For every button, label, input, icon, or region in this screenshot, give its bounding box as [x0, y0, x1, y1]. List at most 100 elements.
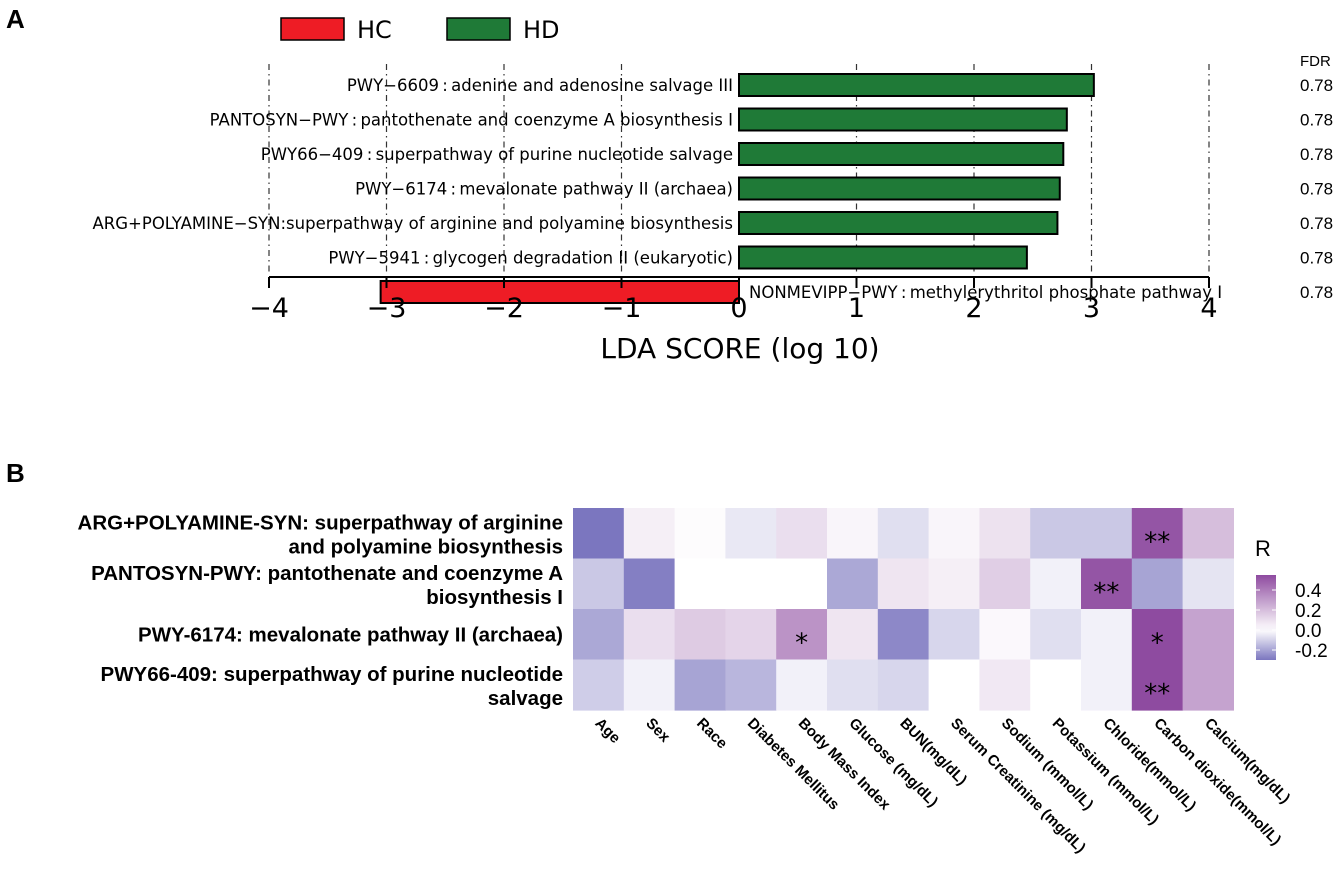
- row-label-1-1: biosynthesis I: [426, 586, 563, 609]
- heat-cell-0-3: [725, 508, 777, 560]
- row-label-0-0: ARG+POLYAMINE-SYN: superpathway of argin…: [78, 511, 563, 534]
- heat-cell-0-12: [1182, 508, 1234, 560]
- bar-0: [738, 73, 1095, 97]
- x-tick-label-0: −4: [249, 293, 289, 324]
- bar-label-5: PWY−5941 : glycogen degradation II (euka…: [328, 249, 733, 268]
- heat-cell-2-2: [674, 609, 726, 661]
- fdr-value-6: 0.78: [1300, 283, 1333, 302]
- x-tick-label-1: −3: [367, 293, 407, 324]
- x-tick-label-2: −2: [484, 293, 524, 324]
- heat-cell-1-2: [674, 558, 726, 610]
- heat-cell-2-10: [1081, 609, 1133, 661]
- column-label-0: Age: [592, 715, 624, 747]
- heat-cell-2-4: [776, 609, 828, 661]
- x-axis-title: LDA SCORE (log 10): [600, 332, 879, 365]
- heat-cell-0-5: [827, 508, 879, 560]
- bar-label-6: NONMEVIPP−PWY : methylerythritol phospha…: [749, 283, 1222, 302]
- column-label-4: Body Mass Index: [795, 715, 894, 814]
- significance-mark-3-11: **: [1144, 679, 1170, 709]
- bar-label-3: PWY−6174 : mevalonate pathway II (archae…: [355, 180, 733, 199]
- lda-bar-chart: HC HD PWY−6609 : adenine and adenosine sal…: [93, 16, 1334, 365]
- fdr-header: FDR: [1300, 53, 1331, 70]
- colorbar-tick-label-2: 0.0: [1295, 621, 1321, 642]
- heat-cell-2-6: [877, 609, 930, 661]
- heat-cell-3-5: [827, 659, 879, 711]
- heat-cell-2-12: [1182, 609, 1234, 661]
- column-label-10: Chloride(mmol/L): [1100, 715, 1200, 815]
- heat-cell-1-10: [1081, 558, 1133, 610]
- significance-mark-1-10: **: [1093, 578, 1119, 608]
- x-tick-label-5: 1: [848, 293, 865, 324]
- colorbar-tick-label-1: 0.2: [1295, 601, 1321, 622]
- bar-1: [738, 107, 1068, 132]
- colorbar-tick-label-3: -0.2: [1295, 641, 1328, 662]
- x-tick-label-6: 2: [965, 293, 982, 324]
- heat-cell-1-4: [776, 558, 828, 610]
- heat-cell-3-3: [725, 659, 777, 711]
- column-label-2: Race: [693, 715, 730, 752]
- heat-cell-3-4: [776, 659, 828, 711]
- bar-2: [738, 142, 1065, 166]
- heat-cell-0-0: [573, 508, 625, 560]
- heat-cell-1-1: [623, 558, 676, 610]
- heat-cell-1-0: [573, 558, 625, 610]
- bar-3: [738, 176, 1061, 201]
- panel-a-letter: A: [6, 4, 25, 34]
- fdr-value-1: 0.78: [1300, 111, 1333, 130]
- column-label-12: Calcium(mg/dL): [1201, 715, 1293, 807]
- heat-cell-3-11: [1131, 659, 1184, 711]
- correlation-heatmap: ***** ***ARG+POLYAMINE-SYN: superpathway …: [78, 508, 1328, 856]
- fdr-value-2: 0.78: [1300, 145, 1333, 164]
- row-label-3-1: salvage: [488, 687, 563, 710]
- heat-cell-2-1: [623, 609, 676, 661]
- colorbar-tick-label-0: 0.4: [1295, 581, 1322, 602]
- column-label-1: Sex: [642, 715, 673, 746]
- heat-cell-0-7: [928, 508, 980, 560]
- fdr-value-3: 0.78: [1300, 180, 1333, 199]
- heat-cell-1-9: [1030, 558, 1082, 610]
- heat-cell-0-1: [623, 508, 676, 560]
- heat-cell-1-5: [827, 558, 879, 610]
- heat-cell-2-3: [725, 609, 777, 661]
- significance-mark-0-11: **: [1144, 527, 1170, 557]
- heat-cell-1-8: [979, 558, 1031, 610]
- x-tick-label-4: 0: [730, 293, 747, 324]
- heat-cell-0-8: [979, 508, 1031, 560]
- heat-cell-3-1: [623, 659, 676, 711]
- heat-cell-3-8: [979, 659, 1031, 711]
- x-tick-label-7: 3: [1083, 293, 1100, 324]
- heat-cell-2-11: [1131, 609, 1184, 661]
- heat-cell-0-6: [877, 508, 930, 560]
- column-label-5: Glucose (mg/dL): [846, 715, 942, 811]
- heat-cell-0-2: [674, 508, 726, 560]
- colorbar: [1256, 575, 1276, 660]
- bar-label-2: PWY66−409 : superpathway of purine nucle…: [261, 145, 733, 164]
- significance-mark-2-11: *: [1151, 628, 1164, 658]
- heat-cell-3-7: [928, 659, 980, 711]
- heat-cell-0-9: [1030, 508, 1082, 560]
- heat-cell-3-12: [1182, 659, 1234, 711]
- significance-mark-2-4: *: [795, 628, 808, 658]
- bar-5: [738, 245, 1028, 270]
- row-label-2-0: PWY-6174: mevalonate pathway II (archaea…: [138, 623, 563, 646]
- fdr-value-0: 0.78: [1300, 76, 1333, 95]
- bar-4: [738, 211, 1059, 235]
- heat-cell-0-4: [776, 508, 828, 560]
- bar-label-4: ARG+POLYAMINE−SYN:superpathway of argini…: [93, 214, 734, 233]
- row-label-0-1: and polyamine biosynthesis: [288, 535, 563, 558]
- heat-cell-3-6: [877, 659, 930, 711]
- column-label-3: Diabetes Mellitus: [744, 715, 843, 814]
- heat-cell-2-7: [928, 609, 980, 661]
- heat-cell-3-2: [674, 659, 726, 711]
- heat-cell-3-10: [1081, 659, 1133, 711]
- heat-cell-3-0: [573, 659, 625, 711]
- colorbar-title: R: [1255, 536, 1271, 561]
- row-label-1-0: PANTOSYN-PWY: pantothenate and coenzyme …: [91, 562, 563, 585]
- column-label-8: Sodium (mmol/L): [998, 715, 1097, 814]
- legend-swatch-hc: [280, 17, 345, 41]
- row-label-3-0: PWY66-409: superpathway of purine nucleo…: [101, 663, 563, 686]
- heat-cell-2-0: [573, 609, 625, 661]
- heat-cell-3-9: [1030, 659, 1082, 711]
- legend-label-hc: HC: [357, 16, 392, 44]
